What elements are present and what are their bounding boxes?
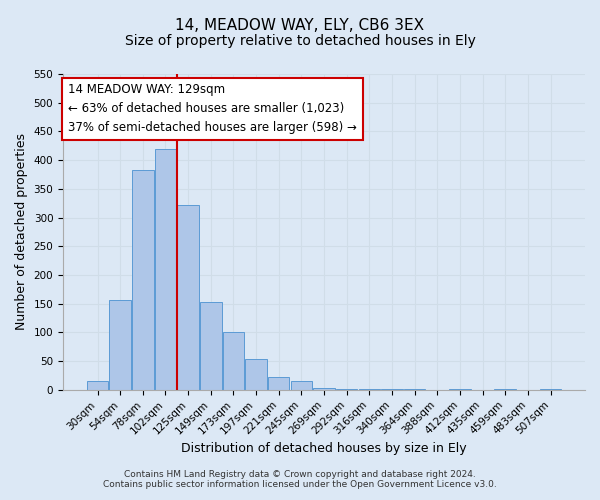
Text: 14 MEADOW WAY: 129sqm
← 63% of detached houses are smaller (1,023)
37% of semi-d: 14 MEADOW WAY: 129sqm ← 63% of detached … [68, 84, 357, 134]
Bar [87, 381, 108, 390]
Y-axis label: Number of detached properties: Number of detached properties [15, 134, 28, 330]
Bar [200, 302, 221, 390]
Bar [155, 148, 176, 390]
Bar [313, 388, 335, 390]
Text: Contains HM Land Registry data © Crown copyright and database right 2024.
Contai: Contains HM Land Registry data © Crown c… [103, 470, 497, 489]
Bar [109, 300, 131, 390]
Bar [178, 205, 199, 390]
Bar [245, 359, 267, 390]
Text: 14, MEADOW WAY, ELY, CB6 3EX: 14, MEADOW WAY, ELY, CB6 3EX [175, 18, 425, 32]
Bar [540, 388, 561, 390]
Text: Size of property relative to detached houses in Ely: Size of property relative to detached ho… [125, 34, 475, 48]
Bar [336, 388, 358, 390]
Bar [223, 332, 244, 390]
Bar [132, 170, 154, 390]
Bar [290, 381, 312, 390]
X-axis label: Distribution of detached houses by size in Ely: Distribution of detached houses by size … [181, 442, 467, 455]
Bar [268, 377, 289, 390]
